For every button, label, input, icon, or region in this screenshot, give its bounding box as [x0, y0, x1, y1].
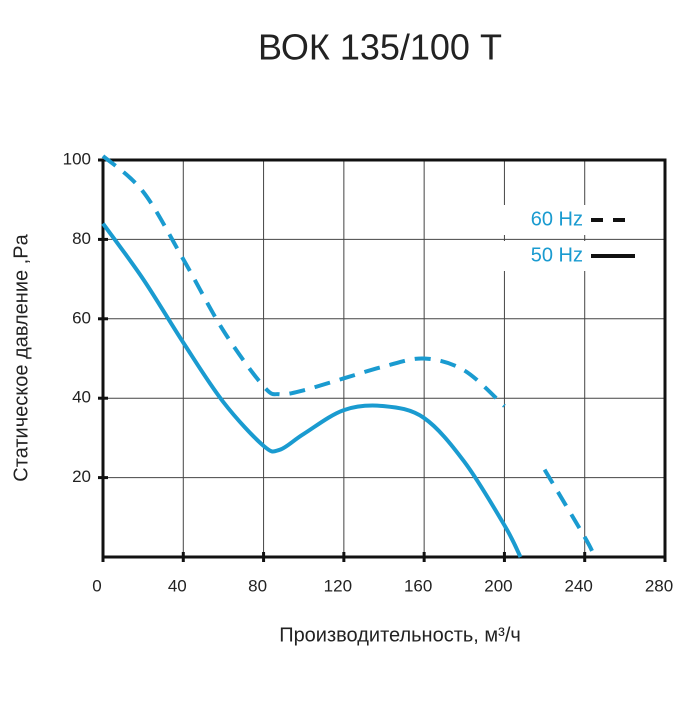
x-axis-label: Производительность, м³/ч — [279, 624, 521, 646]
x-tick-label: 280 — [645, 576, 673, 595]
chart-title: ВОК 135/100 Т — [258, 27, 502, 68]
legend-label: 60 Hz — [531, 208, 583, 230]
x-tick-label: 160 — [404, 576, 432, 595]
x-tick-label: 80 — [248, 576, 267, 595]
legend-label: 50 Hz — [531, 244, 583, 266]
y-tick-label: 100 — [63, 149, 91, 168]
x-tick-label: 200 — [484, 576, 512, 595]
y-axis-label: Статическое давление ,Pa — [10, 233, 32, 481]
x-tick-label: 240 — [565, 576, 593, 595]
y-tick-label: 20 — [72, 467, 91, 486]
x-tick-label: 120 — [324, 576, 352, 595]
series-line — [101, 222, 523, 558]
series-line — [101, 154, 506, 408]
series-line — [542, 468, 597, 558]
y-tick-label: 60 — [72, 308, 91, 327]
x-tick-label: 0 — [92, 576, 101, 595]
x-tick-label: 40 — [168, 576, 187, 595]
y-tick-label: 40 — [72, 388, 91, 407]
y-tick-label: 80 — [72, 229, 91, 248]
plot-frame — [101, 158, 667, 559]
